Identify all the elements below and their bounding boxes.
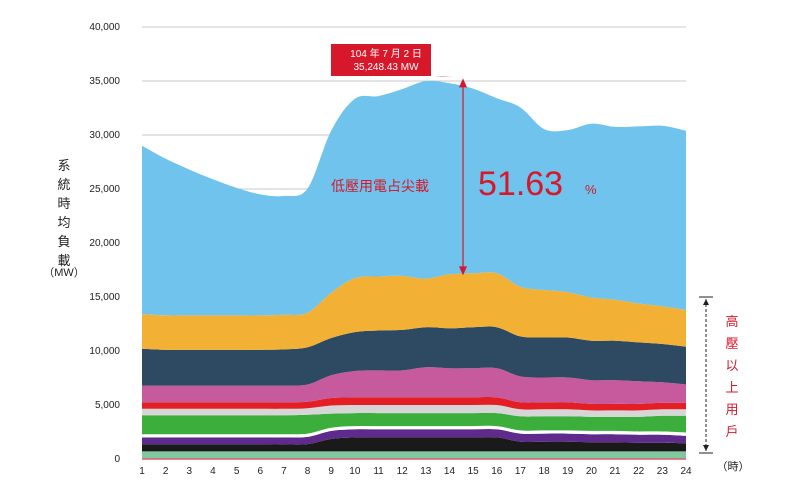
high-voltage-label-char: 戶 (725, 425, 738, 440)
x-tick-label: 12 (397, 466, 409, 477)
x-tick-label: 6 (257, 466, 263, 477)
high-voltage-label-char: 用 (725, 403, 738, 418)
area-series-5 (142, 412, 686, 435)
y-axis-label-char: 均 (57, 216, 70, 231)
y-axis-label-char: 載 (57, 254, 70, 269)
x-tick-label: 18 (539, 466, 551, 477)
y-axis-label-char: 統 (57, 178, 70, 193)
peak-share-label: 低壓用電占尖載 (331, 179, 429, 195)
area-series-11 (142, 80, 686, 316)
y-axis-label-char: 系 (57, 159, 70, 174)
area-series-4 (142, 425, 686, 438)
y-axis-label-char: 時 (57, 197, 70, 212)
bracket-arrow-top (703, 299, 709, 305)
high-voltage-bracket (699, 296, 713, 454)
area-series-1 (142, 451, 686, 459)
x-tick-label: 3 (187, 466, 193, 477)
x-tick-label: 4 (210, 466, 216, 477)
x-tick-label: 14 (444, 466, 456, 477)
y-axis-unit: （MW） (43, 266, 85, 279)
x-tick-label: 9 (328, 466, 334, 477)
x-tick-label: 20 (586, 466, 598, 477)
x-tick-label: 10 (349, 466, 361, 477)
x-tick-label: 7 (281, 466, 287, 477)
x-tick-label: 22 (633, 466, 645, 477)
x-tick-label: 5 (234, 466, 240, 477)
peak-share-percent-sign: % (585, 182, 597, 197)
high-voltage-label-char: 以 (725, 359, 738, 374)
y-tick-label: 10,000 (89, 346, 120, 357)
y-axis-ticks: 0 5,000 10,000 15,000 20,000 25,000 30,000 35,0… (89, 22, 120, 465)
x-tick-label: 21 (609, 466, 621, 477)
area-series-2 (142, 437, 686, 452)
x-tick-label: 2 (163, 466, 169, 477)
y-tick-label: 0 (114, 454, 120, 465)
y-tick-label: 5,000 (95, 400, 120, 411)
y-tick-label: 25,000 (89, 184, 120, 195)
area-series-9 (142, 326, 686, 386)
x-tick-label: 19 (562, 466, 574, 477)
high-voltage-label-char: 上 (725, 381, 738, 396)
x-tick-label: 24 (680, 466, 692, 477)
y-tick-label: 35,000 (89, 76, 120, 87)
peak-share-arrow (459, 78, 467, 276)
peak-share-percent: 51.63 (478, 165, 563, 203)
area-series-10 (142, 272, 686, 350)
y-tick-label: 20,000 (89, 238, 120, 249)
area-series-7 (142, 397, 686, 411)
x-tick-label: 23 (657, 466, 669, 477)
x-tick-label: 15 (468, 466, 480, 477)
area-series-3 (142, 428, 686, 445)
x-tick-label: 1 (139, 466, 145, 477)
peak-callout: 104 年 7 月 2 日 35,248.43 MW (331, 44, 454, 77)
peak-arrow-head-bottom (459, 266, 467, 276)
x-axis-unit: （時） (717, 460, 750, 473)
x-axis-ticks: 1 2 3 4 5 6 7 8 9 10 11 12 13 14 15 16 17 18 19 20 21 22 23 24 (139, 466, 692, 477)
x-tick-label: 13 (420, 466, 432, 477)
peak-callout-box (331, 44, 454, 77)
peak-arrow-head-top (459, 78, 467, 88)
x-tick-label: 17 (515, 466, 527, 477)
x-tick-label: 16 (491, 466, 503, 477)
area-series-8 (142, 367, 686, 405)
high-voltage-label-char: 壓 (725, 337, 738, 352)
peak-callout-date: 104 年 7 月 2 日 (350, 47, 422, 60)
high-voltage-label-char: 高 (725, 314, 738, 330)
bracket-arrow-bottom (703, 445, 709, 451)
y-tick-label: 15,000 (89, 292, 120, 303)
y-tick-label: 40,000 (89, 22, 120, 33)
stacked-areas (142, 80, 686, 460)
y-axis-label-char: 負 (57, 235, 70, 250)
peak-callout-value: 35,248.43 MW (353, 62, 419, 73)
y-tick-label: 30,000 (89, 130, 120, 141)
x-tick-label: 8 (305, 466, 311, 477)
area-series-6 (142, 404, 686, 417)
x-tick-label: 11 (373, 466, 384, 477)
